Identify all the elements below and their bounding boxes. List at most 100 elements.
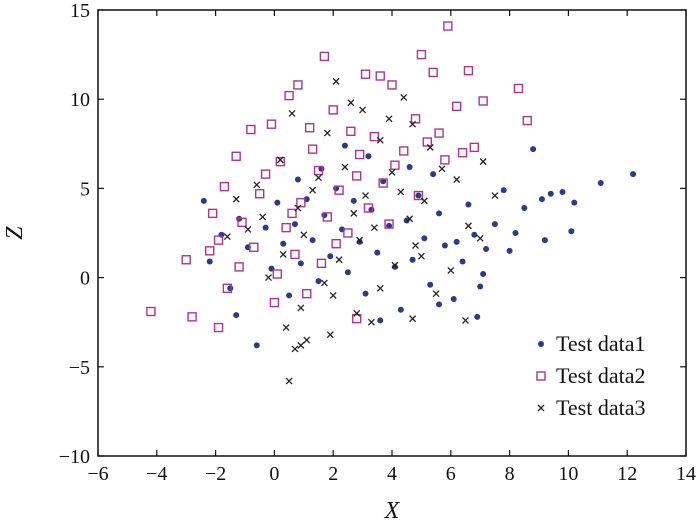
series-3-point — [438, 165, 446, 173]
series-3-point — [353, 309, 361, 317]
series-1-point — [421, 235, 428, 242]
series-1-point — [380, 178, 387, 185]
series-1-point — [341, 142, 348, 149]
series-2-point — [213, 235, 224, 245]
series-2-point — [181, 255, 191, 265]
series-2-point — [319, 51, 330, 62]
series-1-point — [391, 263, 398, 270]
series-2-point — [352, 313, 362, 324]
series-1-point — [200, 197, 207, 204]
series-2-point — [272, 269, 283, 279]
series-2-point — [287, 208, 297, 219]
x-tick-label: 12 — [617, 463, 637, 485]
series-1-point — [206, 258, 213, 265]
series-1-point — [365, 153, 372, 160]
x-tick-label: −6 — [87, 463, 108, 485]
series-1-point — [430, 171, 437, 178]
x-tick-label: 10 — [558, 463, 578, 485]
series-2-point — [207, 208, 218, 219]
series-1-point — [397, 306, 404, 313]
series-2-point — [293, 80, 303, 90]
y-tick-label: 0 — [80, 268, 90, 290]
series-3-point — [279, 250, 287, 258]
series-3-point — [388, 168, 396, 176]
x-axis-title: X — [384, 498, 401, 524]
series-1-point — [218, 231, 225, 238]
series-3-point — [432, 290, 440, 298]
series-2-point — [428, 67, 438, 78]
series-1-point — [291, 221, 298, 228]
series-3-point — [326, 331, 334, 339]
series-3-point — [462, 316, 469, 324]
series-1-point — [450, 296, 457, 303]
series-3-point — [285, 377, 293, 385]
y-tick-label: 10 — [70, 89, 90, 111]
series-1-point — [512, 230, 519, 236]
x-tick-label: 14 — [676, 463, 696, 485]
series-3-point — [276, 156, 284, 164]
series-1-point — [297, 260, 304, 267]
series-3-point — [479, 158, 487, 166]
series-3-point — [476, 234, 484, 242]
series-1-point — [286, 292, 293, 299]
series-3-point — [397, 188, 405, 196]
series-1-point — [500, 187, 507, 194]
series-3-point — [259, 213, 267, 221]
series-2-point — [469, 142, 480, 153]
series-2-point — [246, 124, 256, 135]
series-3-point — [265, 274, 272, 282]
series-2-point — [413, 190, 424, 201]
series-2-point — [266, 119, 277, 129]
series-1-point — [227, 285, 234, 292]
series-3-point — [294, 204, 302, 212]
series-2-point — [219, 181, 230, 192]
series-2-point — [275, 156, 285, 167]
series-2-point — [296, 197, 306, 208]
series-1-point — [233, 312, 240, 319]
series-2-point — [399, 146, 409, 156]
legend-label-series-2: Test data2 — [556, 363, 645, 388]
series-3-point — [453, 176, 461, 183]
series-1-point — [547, 190, 554, 197]
series-3-point — [309, 186, 317, 194]
series-1-point — [262, 224, 269, 231]
series-1-point — [480, 271, 487, 278]
series-2-point — [513, 83, 524, 94]
series-3-point — [347, 99, 355, 107]
series-2-point — [369, 131, 380, 142]
series-3-point — [323, 129, 331, 137]
series-3-point — [232, 195, 240, 203]
series-3-point — [409, 120, 417, 128]
series-2-point — [343, 228, 353, 238]
series-3-point — [376, 284, 384, 292]
series-1-point — [630, 171, 637, 178]
series-1-point — [309, 237, 316, 244]
x-axis-ticks: −6 −4 −2 0 2 4 6 8 10 12 14 — [87, 10, 696, 485]
series-2-point — [222, 283, 233, 294]
series-2-point — [146, 306, 156, 317]
x-tick-label: −4 — [146, 463, 167, 485]
series-2-point — [360, 69, 371, 79]
series-1-point — [327, 253, 334, 260]
series-1-point — [559, 188, 566, 195]
series-3-point — [315, 174, 322, 182]
legend: Test data1 Test data2 Test data3 — [536, 331, 645, 420]
series-1-point — [350, 197, 357, 204]
series-2-point — [334, 185, 344, 195]
series-1-point — [571, 199, 578, 206]
series-2-point — [522, 115, 532, 126]
series-3-point — [391, 261, 399, 269]
series-2-point — [416, 49, 427, 60]
series-1-point — [471, 231, 478, 238]
series-1-point — [506, 247, 513, 254]
x-tick-label: 2 — [328, 463, 338, 485]
series-3-point — [244, 225, 252, 233]
series-2-point — [313, 165, 324, 176]
series-2-point — [304, 123, 315, 133]
series-2-point — [440, 155, 450, 165]
series-2-point — [443, 21, 453, 31]
series-3-point — [447, 267, 455, 274]
series-3-point — [426, 143, 434, 151]
series-2-point — [234, 262, 244, 272]
series-1-point — [568, 228, 575, 235]
